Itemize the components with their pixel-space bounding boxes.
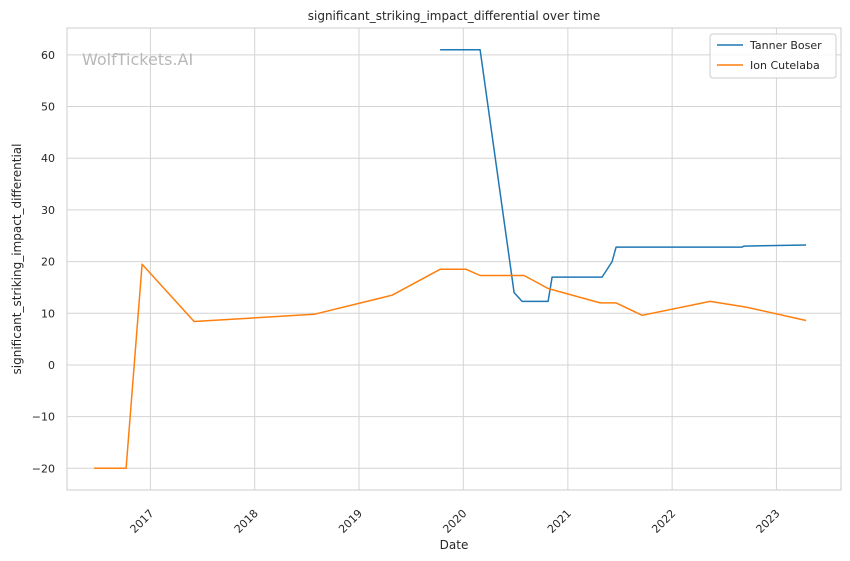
grid-layer [67, 28, 841, 490]
axis-layer: −20 −10 0 10 20 30 40 50 60 2017 2018 2019 2020 2021 2… [32, 49, 783, 536]
y-tick-label: −20 [32, 462, 55, 475]
x-tick-label: 2018 [232, 507, 261, 536]
y-tick-label: −10 [32, 411, 55, 424]
series-layer [94, 48, 807, 470]
x-tick-label: 2020 [440, 507, 469, 536]
watermark-text: WolfTickets.AI [82, 50, 193, 69]
y-tick-label: 10 [41, 307, 55, 320]
series-line-tanner-boser [440, 48, 807, 303]
y-tick-label: 0 [48, 359, 55, 372]
x-tick-label: 2017 [128, 507, 157, 536]
y-tick-label: 30 [41, 204, 55, 217]
y-tick-label: 40 [41, 152, 55, 165]
y-tick-label: 50 [41, 101, 55, 114]
y-tick-label: 20 [41, 256, 55, 269]
series-line-ion-cutelaba [94, 263, 807, 470]
x-axis-label: Date [440, 538, 469, 552]
y-axis-label: significant_striking_impact_differential [10, 144, 24, 375]
legend-label-tanner-boser: Tanner Boser [749, 39, 822, 52]
legend: Tanner Boser Ion Cutelaba [709, 33, 837, 79]
plot-frame [66, 27, 842, 491]
x-tick-label: 2022 [649, 507, 678, 536]
y-tick-label: 60 [41, 49, 55, 62]
legend-label-ion-cutelaba: Ion Cutelaba [750, 59, 820, 72]
x-tick-label: 2023 [754, 507, 783, 536]
x-tick-label: 2021 [545, 507, 574, 536]
x-tick-label: 2019 [336, 507, 365, 536]
chart-title: significant_striking_impact_differential… [308, 9, 600, 23]
